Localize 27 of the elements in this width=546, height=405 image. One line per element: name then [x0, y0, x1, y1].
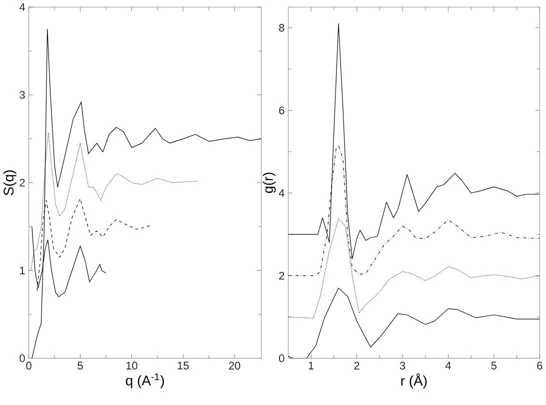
y-tick-label: 4 [278, 189, 284, 197]
y-tick-label: 8 [279, 24, 284, 32]
x-tick-label: 20 [228, 362, 240, 370]
x-tick-label: 15 [178, 362, 189, 370]
x-tick-label: 10 [126, 362, 138, 370]
y-tick-label: 3 [20, 90, 25, 99]
x-tick-label: 6 [537, 362, 542, 370]
y-tick-label: 4 [19, 3, 25, 11]
line-series [288, 288, 540, 358]
x-tick-label: 4 [445, 362, 451, 370]
x-axis-title: q (A$^{-1}$) [126, 373, 164, 388]
line-series [32, 28, 262, 358]
x-tick-label: 2 [354, 362, 360, 370]
y-tick-label: 0 [279, 354, 284, 362]
y-tick-label: 1 [20, 266, 25, 274]
y-axis-title: S(q) [3, 170, 16, 196]
x-tick-label: 0 [26, 362, 32, 370]
y-tick-label: 0 [20, 354, 25, 362]
y-tick-label: 2 [20, 178, 25, 186]
x-tick-label: 5 [78, 362, 83, 370]
y-axis-title: g(r) [262, 172, 276, 193]
x-axis-title: r (Å) [401, 373, 427, 388]
x-tick-label: 1 [308, 362, 314, 370]
y-tick-label: 2 [279, 272, 284, 280]
x-tick-label: 3 [400, 362, 406, 370]
y-tick-label: 6 [279, 106, 284, 114]
x-tick-label: 5 [491, 362, 496, 370]
